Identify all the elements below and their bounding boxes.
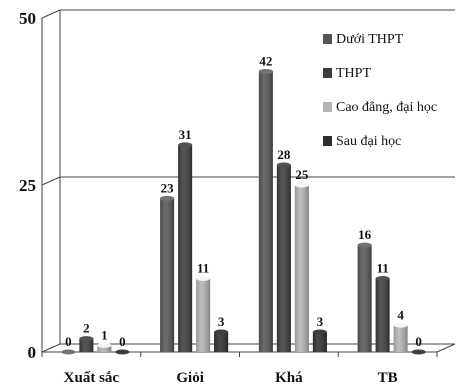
x-category-label: TB: [378, 370, 398, 386]
data-label: 31: [179, 127, 192, 142]
data-label: 28: [277, 147, 291, 162]
bar-shading: [79, 338, 94, 352]
gridline-depth: [41, 343, 61, 353]
data-label: 0: [65, 334, 72, 349]
bar-top: [214, 329, 229, 335]
bar-shading: [312, 331, 327, 352]
data-label: 2: [83, 321, 90, 336]
data-label: 25: [295, 167, 309, 182]
axis-layer: [41, 10, 456, 357]
legend: Dưới THPT THPT Cao đẳng, đại học Sau đại họ…: [323, 32, 437, 149]
bar-top: [97, 342, 112, 348]
bar-top: [411, 349, 426, 355]
bar-layer: [61, 68, 426, 355]
legend-label: THPT: [336, 66, 371, 81]
legend-swatch: [323, 102, 332, 112]
bar-top: [312, 329, 327, 335]
data-label: 0: [415, 334, 422, 349]
bar-shading: [160, 198, 175, 352]
gridline-depth: [41, 176, 61, 186]
bar-top: [196, 276, 211, 282]
x-category-label: Xuất sắc: [64, 370, 120, 386]
floor-right-edge: [436, 343, 456, 353]
x-category-label: Giỏi: [176, 370, 204, 386]
data-label: 23: [161, 180, 175, 195]
bar-shading: [196, 278, 211, 352]
data-label: 0: [119, 334, 126, 349]
bar-top: [357, 242, 372, 248]
bar-top: [160, 195, 175, 201]
y-tick-label: 50: [19, 9, 36, 28]
legend-swatch: [323, 34, 332, 44]
bar-top: [61, 349, 76, 355]
bar-shading: [375, 278, 390, 352]
data-label: 3: [317, 314, 324, 329]
data-label: 3: [218, 314, 225, 329]
bar-top: [79, 336, 94, 342]
bar-top: [294, 182, 309, 188]
x-category-label: Khá: [275, 370, 303, 386]
gridline-depth: [41, 9, 61, 19]
bar-top: [115, 349, 130, 355]
bar-top: [375, 276, 390, 282]
legend-swatch: [323, 136, 332, 146]
data-label: 4: [397, 307, 404, 322]
y-tick-label: 25: [19, 176, 36, 195]
bar-shading: [97, 345, 112, 352]
legend-label: Dưới THPT: [336, 32, 404, 47]
bar-top: [258, 68, 273, 74]
bar-shading: [258, 71, 273, 352]
bar-top: [178, 142, 193, 148]
bar-shading: [294, 185, 309, 352]
legend-label: Cao đẳng, đại học: [336, 100, 437, 115]
y-tick-label: 0: [28, 343, 37, 362]
data-label: 11: [197, 261, 209, 276]
legend-label: Sau đại học: [336, 134, 401, 149]
legend-swatch: [323, 68, 332, 78]
data-label: 16: [358, 227, 372, 242]
bar-shading: [214, 331, 229, 352]
data-label: 42: [259, 53, 272, 68]
data-label: 11: [376, 261, 388, 276]
bar-top: [276, 162, 291, 168]
data-label: 1: [101, 327, 108, 342]
grid-layer: [41, 9, 455, 353]
bar-top: [393, 322, 408, 328]
bar-shading: [276, 164, 291, 352]
bar-shading: [357, 245, 372, 352]
bar-shading: [393, 325, 408, 352]
bar-shading: [178, 144, 193, 352]
